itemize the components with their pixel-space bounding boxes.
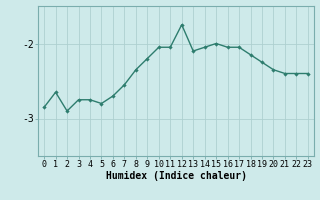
X-axis label: Humidex (Indice chaleur): Humidex (Indice chaleur) [106,171,246,181]
